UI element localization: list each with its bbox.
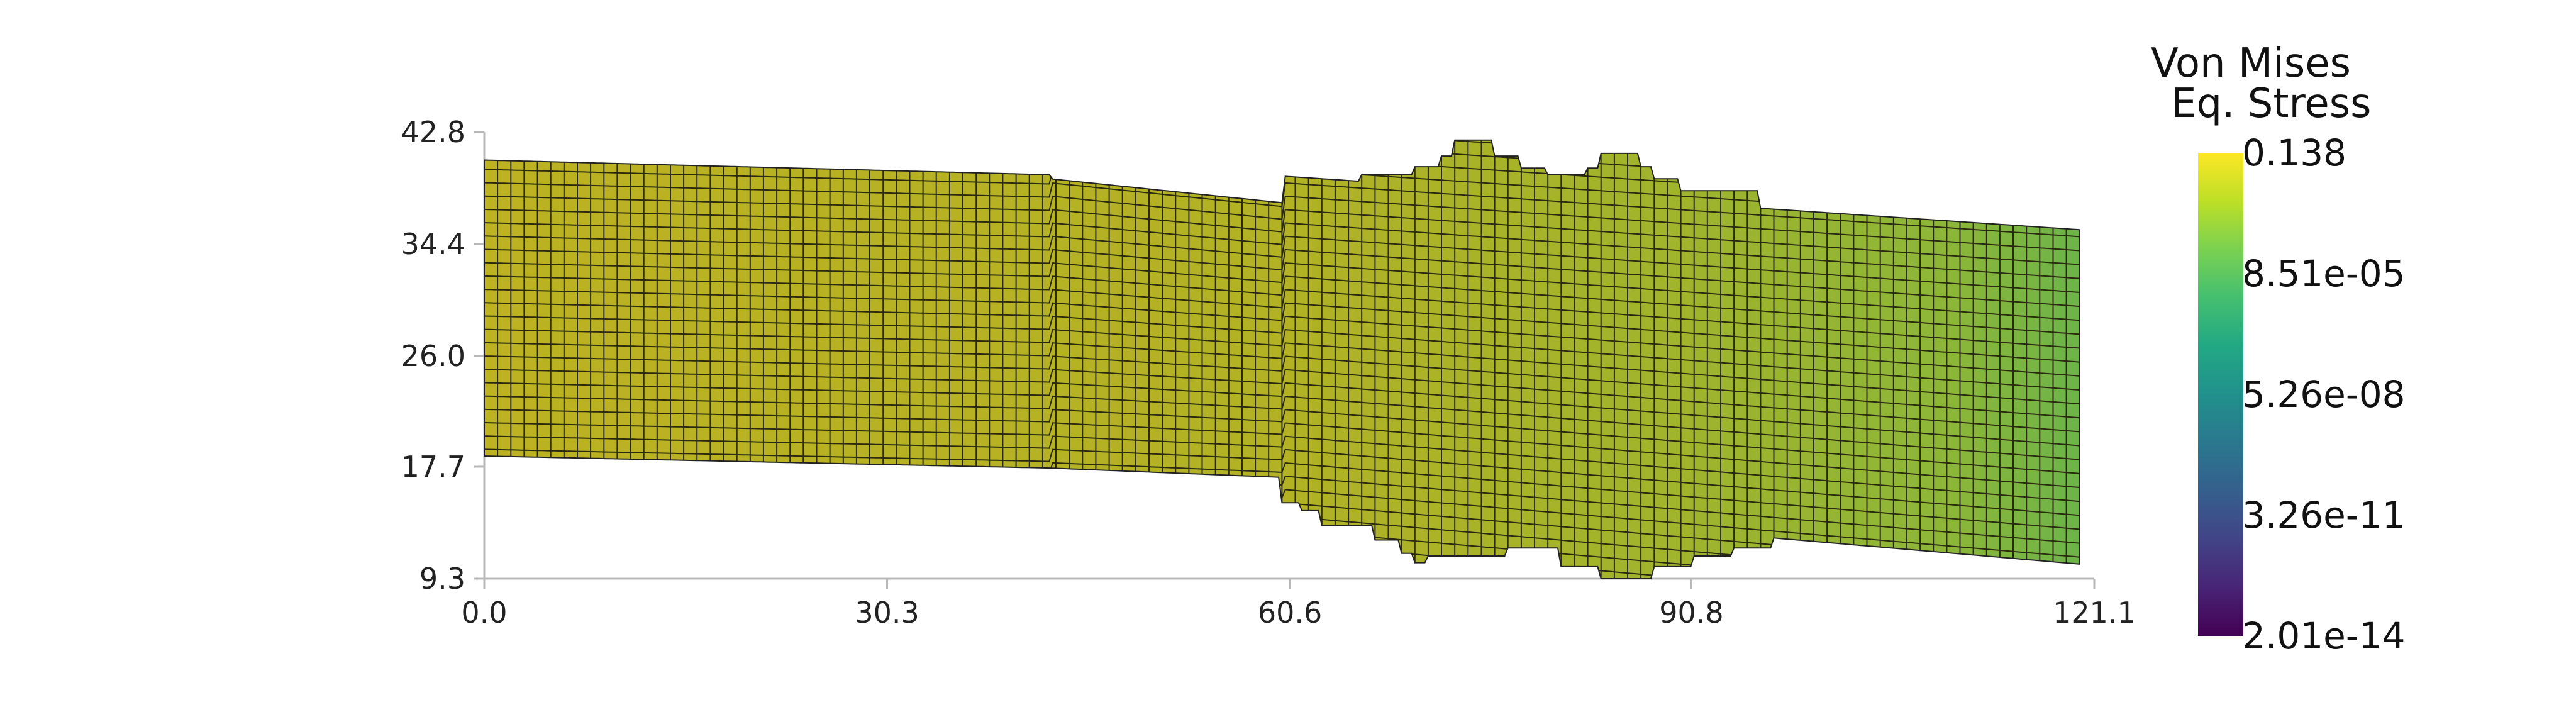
mesh-grid-horizontal — [484, 195, 2080, 252]
mesh-grid-horizontal — [484, 275, 2080, 335]
colorbar-tick-label: 2.01e-14 — [2242, 615, 2406, 657]
colorbar-title-line-2: Eq. Stress — [2171, 81, 2371, 127]
mesh-grid-horizontal — [484, 369, 2080, 433]
y-tick-label: 26.0 — [401, 339, 465, 373]
x-axis-ticks: 0.0 30.3 60.6 90.8 121.1 — [461, 579, 2136, 630]
x-tick-label: 60.6 — [1258, 596, 1322, 630]
mesh-grid-horizontal — [484, 262, 2080, 321]
mesh-grid-horizontal — [484, 435, 2080, 503]
colorbar-title-line-1: Von Mises — [2151, 40, 2351, 87]
colorbar-tick-labels: 0.138 8.51e-05 5.26e-08 3.26e-11 2.01e-14 — [2242, 131, 2406, 657]
deformed-mesh — [484, 139, 2080, 579]
colorbar-tick-label: 0.138 — [2242, 131, 2346, 174]
colorbar-gradient — [2198, 153, 2243, 636]
x-tick-label: 121.1 — [2053, 596, 2136, 630]
mesh-grid-horizontal — [484, 448, 2080, 516]
colorbar-tick-label: 5.26e-08 — [2242, 373, 2406, 416]
x-tick-label: 30.3 — [855, 596, 919, 630]
mesh-grid-horizontal — [484, 355, 2080, 419]
mesh-grid-horizontal — [484, 248, 2080, 308]
mesh-grid-horizontal — [484, 408, 2080, 474]
mesh-grid-horizontal — [484, 395, 2080, 460]
mesh-outline — [484, 139, 2080, 579]
mesh-grid-horizontal — [484, 222, 2080, 279]
mesh-grid-lines — [484, 140, 2080, 579]
x-tick-label: 0.0 — [461, 596, 507, 630]
x-tick-label: 90.8 — [1659, 596, 1723, 630]
mesh-grid-horizontal — [484, 342, 2080, 405]
y-axis-ticks: 9.3 17.7 26.0 34.4 42.8 — [401, 115, 484, 596]
mesh-grid-horizontal — [484, 182, 2080, 238]
colorbar: Von Mises Eq. Stress 0.138 8.51e-05 5.26e-… — [2151, 40, 2406, 657]
colorbar-tick-label: 3.26e-11 — [2242, 494, 2406, 537]
mesh-grid-horizontal — [484, 315, 2080, 377]
mesh-grid-horizontal — [484, 208, 2080, 265]
mesh-grid-horizontal — [484, 302, 2080, 363]
mesh-grid-horizontal — [484, 422, 2080, 488]
mesh-grid-horizontal — [484, 328, 2080, 391]
y-tick-label: 9.3 — [419, 562, 465, 596]
colorbar-tick-label: 8.51e-05 — [2242, 252, 2406, 295]
y-tick-label: 42.8 — [401, 115, 465, 149]
mesh-grid-horizontal — [484, 382, 2080, 447]
mesh-grid-horizontal — [484, 289, 2080, 349]
y-tick-label: 34.4 — [401, 227, 465, 261]
y-tick-label: 17.7 — [401, 450, 465, 484]
mesh-grid-horizontal — [484, 235, 2080, 293]
